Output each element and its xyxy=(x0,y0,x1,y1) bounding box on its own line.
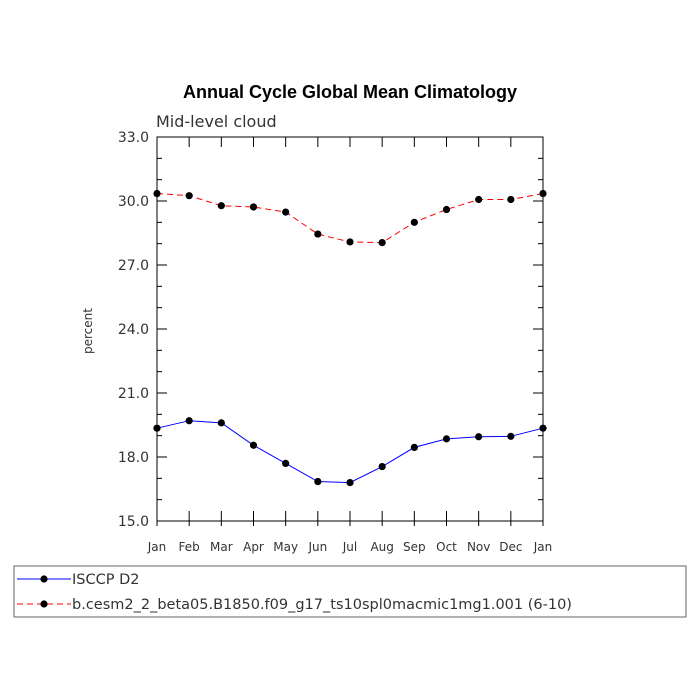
chart-title: Annual Cycle Global Mean Climatology xyxy=(183,82,517,102)
y-tick-label: 27.0 xyxy=(118,258,149,274)
data-point xyxy=(507,195,515,204)
data-point xyxy=(442,205,451,214)
x-tick-label: Jul xyxy=(342,540,357,554)
x-tick-label: Sep xyxy=(403,540,426,554)
legend-items: ISCCP D2 b.cesm2_2_beta05.B1850.f09_g17_t… xyxy=(17,572,572,613)
data-point xyxy=(282,459,290,467)
data-point xyxy=(217,202,225,210)
legend-label-1: b.cesm2_2_beta05.B1850.f09_g17_ts10spl0m… xyxy=(72,597,572,613)
x-tick-label: Jun xyxy=(307,540,327,554)
data-point xyxy=(217,419,225,427)
x-tick-label: Feb xyxy=(179,540,200,554)
x-tick-label: Dec xyxy=(499,540,522,554)
data-point xyxy=(507,432,515,440)
y-tick-label: 21.0 xyxy=(118,386,149,402)
data-point xyxy=(378,463,386,471)
x-tick-label: Nov xyxy=(467,540,490,554)
x-tick-label: Oct xyxy=(436,540,457,554)
data-point xyxy=(282,208,290,216)
data-point xyxy=(410,443,418,451)
y-tick-label: 18.0 xyxy=(118,450,149,466)
legend-label-0: ISCCP D2 xyxy=(72,572,139,588)
data-point xyxy=(475,433,483,441)
data-point xyxy=(153,189,161,198)
plot-frame xyxy=(156,136,544,522)
x-tick-labels: Jan Feb Mar Apr May Jun Jul Aug Sep Oct Nov Dec Jan xyxy=(147,540,553,554)
x-tick-label: Jan xyxy=(147,540,167,554)
data-point xyxy=(442,435,451,443)
x-tick-label: Jan xyxy=(533,540,553,554)
data-point xyxy=(153,424,161,432)
legend xyxy=(13,565,687,618)
series-line-1 xyxy=(156,193,544,244)
x-tick-label: Aug xyxy=(370,540,393,554)
series-layer xyxy=(153,189,547,487)
data-point xyxy=(378,239,386,247)
data-point xyxy=(475,195,483,204)
y-tick-label: 33.0 xyxy=(118,130,149,146)
y-tick-label: 30.0 xyxy=(118,194,149,210)
data-point xyxy=(346,479,354,487)
data-point xyxy=(314,477,322,486)
data-point xyxy=(185,417,193,425)
y-tick-label: 15.0 xyxy=(118,514,149,530)
data-point xyxy=(249,441,258,449)
data-point xyxy=(539,189,547,198)
data-point xyxy=(185,192,193,200)
legend-marker xyxy=(40,575,48,583)
series-line-0 xyxy=(156,420,544,484)
axis-ticks xyxy=(156,136,544,526)
legend-marker xyxy=(40,600,48,608)
data-point xyxy=(346,238,354,246)
x-tick-label: Mar xyxy=(210,540,233,554)
data-point xyxy=(539,424,547,432)
y-tick-label: 24.0 xyxy=(118,322,149,338)
x-tick-label: May xyxy=(273,540,298,554)
data-point xyxy=(249,203,258,211)
y-tick-labels: 15.0 18.0 21.0 24.0 27.0 30.0 33.0 xyxy=(118,130,149,530)
x-tick-label: Apr xyxy=(243,540,264,554)
y-axis-label: percent xyxy=(81,308,95,354)
chart-subtitle: Mid-level cloud xyxy=(156,112,277,131)
data-point xyxy=(410,218,418,226)
data-point xyxy=(314,230,322,238)
